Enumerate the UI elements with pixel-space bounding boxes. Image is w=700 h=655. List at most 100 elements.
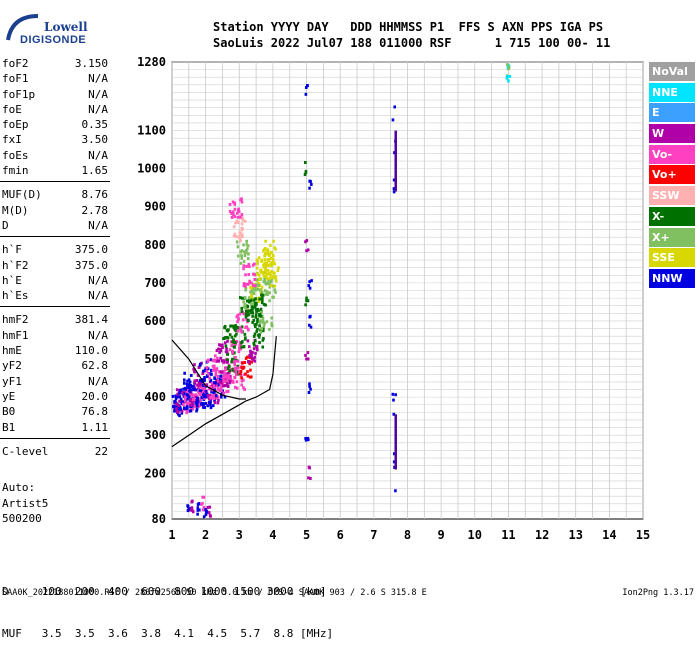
param-row-hf: h`F 375.0 [0, 243, 110, 258]
y-tick-label: 900 [144, 200, 166, 214]
param-name: fmin [2, 164, 29, 178]
echo-point [212, 393, 216, 397]
echo-point [174, 394, 177, 398]
echo-point [272, 271, 275, 275]
echo-point [213, 358, 216, 362]
echo-point [236, 215, 240, 219]
echo-point [179, 397, 183, 401]
echo-point [195, 378, 199, 382]
echo-point [196, 512, 199, 516]
echo-point [506, 74, 509, 78]
echo-point [246, 244, 250, 248]
echo-point [262, 302, 266, 306]
echo-point [268, 253, 271, 257]
echo-point [188, 387, 192, 391]
echo-point [184, 394, 187, 398]
echo-point [305, 249, 308, 253]
echo-point [508, 75, 512, 79]
echo-point [174, 397, 178, 401]
echo-point [245, 239, 248, 243]
echo-point [219, 349, 223, 353]
echo-point [221, 380, 225, 384]
legend-item-vo: Vo+ [649, 165, 695, 185]
echo-point [244, 372, 247, 376]
echo-point [198, 389, 202, 393]
echo-point [247, 328, 250, 332]
echo-point [234, 342, 238, 346]
x-tick-label: 12 [535, 528, 549, 542]
echo-point [247, 319, 250, 323]
echo-point [233, 215, 237, 219]
echo-point [230, 344, 233, 348]
echo-point [220, 389, 223, 393]
param-value: 1.65 [81, 164, 109, 178]
x-tick-label: 8 [404, 528, 411, 542]
echo-point [227, 328, 230, 332]
x-tick-label: 3 [236, 528, 243, 542]
y-tick-label: 1280 [137, 55, 166, 69]
echo-point [268, 327, 271, 331]
echo-point [250, 354, 253, 358]
echo-point [215, 394, 218, 398]
param-name: hmE [2, 344, 22, 358]
autoscaling-info: Auto: Artist5 500200 [2, 480, 48, 527]
echo-point [201, 382, 205, 386]
echo-point [199, 362, 202, 366]
x-tick-label: 10 [468, 528, 482, 542]
echo-point [269, 280, 273, 284]
echo-point [272, 295, 275, 299]
param-row-hf2: h`F2 375.0 [0, 259, 110, 274]
logo-text-small: Lowell [44, 20, 88, 34]
legend-item-x: X+ [649, 227, 695, 247]
param-row-hes: h`Es N/A [0, 289, 110, 304]
echo-point [176, 410, 180, 414]
echo-point [217, 379, 220, 383]
echo-point [222, 375, 225, 379]
header-line-1: Station YYYY DAY DDD HHMMSS P1 FFS S AXN… [213, 20, 604, 34]
echo-point [186, 409, 190, 413]
echo-point [262, 337, 265, 341]
echo-point [200, 385, 204, 389]
param-row-fof1p: foF1p N/A [0, 88, 110, 103]
echo-point [226, 366, 230, 370]
footer-file-info: SAA0K_2022188011000.RSF / 280fx256h 50 k… [2, 588, 427, 598]
echo-point [247, 345, 251, 349]
param-row-ye: yE 20.0 [0, 390, 110, 405]
x-tick-label: 4 [269, 528, 276, 542]
echo-point [233, 375, 236, 379]
x-tick-label: 11 [501, 528, 515, 542]
echo-point [201, 391, 205, 395]
echo-point [189, 508, 193, 512]
param-value: 2.78 [81, 203, 109, 217]
echo-point [270, 321, 273, 325]
echo-point [270, 269, 273, 273]
echo-point [204, 508, 208, 512]
echo-point [310, 279, 313, 283]
param-name: C-level [2, 444, 49, 458]
echo-point [264, 303, 267, 307]
echo-point [226, 352, 230, 356]
echo-point [189, 392, 192, 396]
echo-point [216, 384, 219, 388]
echo-point [214, 373, 218, 377]
echo-point [246, 304, 250, 308]
echo-point [507, 65, 511, 69]
echo-point [187, 507, 191, 511]
echo-point [203, 396, 206, 400]
echo-point [178, 414, 181, 418]
echo-point [189, 407, 193, 411]
echo-point [232, 325, 236, 329]
echo-point [255, 278, 259, 282]
param-separator [0, 437, 110, 445]
echo-point [391, 392, 395, 396]
echo-point [259, 290, 263, 294]
echo-point [193, 363, 196, 367]
echo-point [256, 317, 259, 321]
echo-point [307, 391, 311, 395]
echo-point [238, 343, 242, 347]
echo-point [235, 235, 238, 239]
param-row-md: M(D) 2.78 [0, 204, 110, 219]
echo-point [251, 283, 255, 287]
echo-point [246, 355, 249, 359]
echo-point [392, 460, 396, 464]
